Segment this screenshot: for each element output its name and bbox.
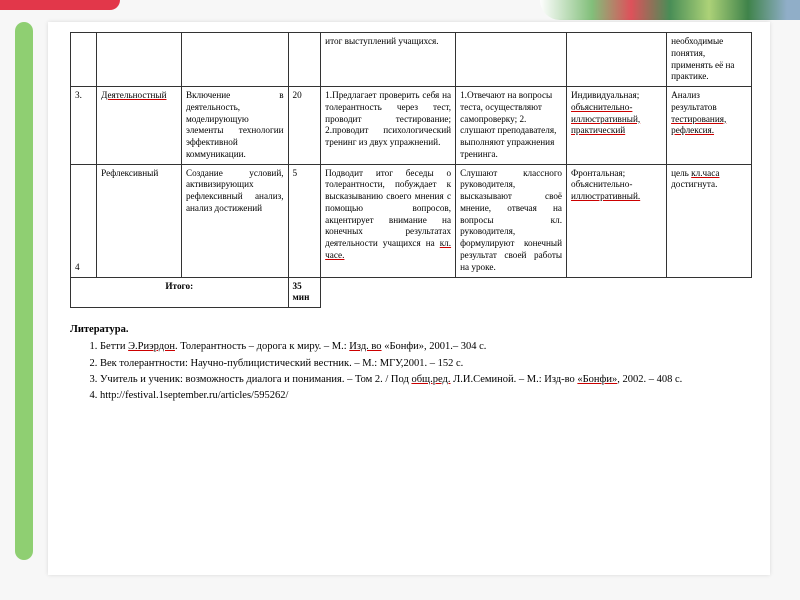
- total-time: 35 мин: [288, 277, 321, 308]
- text: Подводит итог беседы о толерантности, по…: [325, 168, 451, 249]
- left-green-bar: [15, 22, 33, 560]
- cell-teacher-activity: Подводит итог беседы о толерантности, по…: [321, 164, 456, 277]
- list-item: Учитель и ученик: возможность диалога и …: [100, 372, 752, 387]
- cell-num: 3.: [71, 87, 97, 165]
- cell: [456, 33, 567, 87]
- cell: [288, 33, 321, 87]
- cell-teacher-activity: 1.Предлагает проверить себя на толерантн…: [321, 87, 456, 165]
- cell-result: цель кл.часа достигнута.: [667, 164, 752, 277]
- text: , 2002. – 408 с.: [617, 374, 682, 385]
- cell-conditions: Создание условий, активизирующих рефлекс…: [181, 164, 288, 277]
- cell: итог выступлений учащихся.: [321, 33, 456, 87]
- underlined-text: Изд. во: [349, 341, 381, 352]
- text: . Толерантность – дорога к миру. – М.:: [175, 341, 349, 352]
- list-item: Бетти Э.Риэрдон. Толерантность – дорога …: [100, 339, 752, 354]
- list-item: http://festival.1september.ru/articles/5…: [100, 388, 752, 403]
- cell-result: Анализ результатов тестирования, рефлекс…: [667, 87, 752, 165]
- underlined-text: иллюстративный,: [571, 114, 640, 124]
- cell-form: Фронтальная; объяснительно-иллюстративны…: [567, 164, 667, 277]
- lesson-plan-table: итог выступлений учащихся. необходимые п…: [70, 32, 752, 308]
- table-total-row: Итого: 35 мин: [71, 277, 752, 308]
- text: Анализ результатов: [671, 90, 717, 112]
- top-red-accent: [0, 0, 120, 10]
- literature-list: Бетти Э.Риэрдон. Толерантность – дорога …: [70, 339, 752, 403]
- underlined-text: объяснительно-: [571, 102, 632, 112]
- text: достигнута.: [671, 179, 717, 189]
- underlined-text: «Бонфи»: [577, 374, 617, 385]
- literature-heading: Литература.: [70, 322, 752, 337]
- total-label: Итого:: [71, 277, 289, 308]
- list-item: Век толерантности: Научно-публицистическ…: [100, 356, 752, 371]
- cell-num: 4: [71, 164, 97, 277]
- table-row: 3. Деятельностный Включение в деятельнос…: [71, 87, 752, 165]
- text: «Бонфи», 2001.– 304 с.: [382, 341, 487, 352]
- underlined-text: Э.Риэрдон: [128, 341, 175, 352]
- cell-student-activity: Слушают классного руководителя, высказыв…: [456, 164, 567, 277]
- cell-time: 5: [288, 164, 321, 277]
- table-row: 4 Рефлексивный Создание условий, активиз…: [71, 164, 752, 277]
- underlined-text: практический: [571, 125, 625, 135]
- text: Л.И.Семиной. – М.: Изд-во: [450, 374, 577, 385]
- top-decoration: [540, 0, 800, 20]
- cell: необходимые понятия, применять её на пра…: [667, 33, 752, 87]
- text: на: [426, 238, 440, 248]
- underlined-text: общ.ред.: [411, 374, 450, 385]
- cell-student-activity: 1.Отвечают на вопросы теста, осуществляю…: [456, 87, 567, 165]
- cell-stage: Рефлексивный: [97, 164, 182, 277]
- cell: [71, 33, 97, 87]
- text: Бетти: [100, 341, 128, 352]
- underlined-text: кл.часа: [691, 168, 719, 178]
- literature-section: Литература. Бетти Э.Риэрдон. Толерантнос…: [70, 322, 752, 403]
- cell: [97, 33, 182, 87]
- text: Учитель и ученик: возможность диалога и …: [100, 374, 411, 385]
- underlined-text: иллюстративный.: [571, 191, 640, 201]
- cell-conditions: Включение в деятельность, моделирующую э…: [181, 87, 288, 165]
- table-row: итог выступлений учащихся. необходимые п…: [71, 33, 752, 87]
- stage-label: Деятельностный: [101, 90, 166, 100]
- cell: [181, 33, 288, 87]
- cell-form: Индивидуальная; объяснительно-иллюстрати…: [567, 87, 667, 165]
- cell-stage: Деятельностный: [97, 87, 182, 165]
- cell-time: 20: [288, 87, 321, 165]
- text: Фронтальная; объяснительно-: [571, 168, 632, 190]
- cell: [567, 33, 667, 87]
- empty-cell: [321, 277, 752, 308]
- document-page: итог выступлений учащихся. необходимые п…: [48, 22, 770, 575]
- underlined-text: тестирования, рефлексия.: [671, 114, 726, 136]
- text: цель: [671, 168, 691, 178]
